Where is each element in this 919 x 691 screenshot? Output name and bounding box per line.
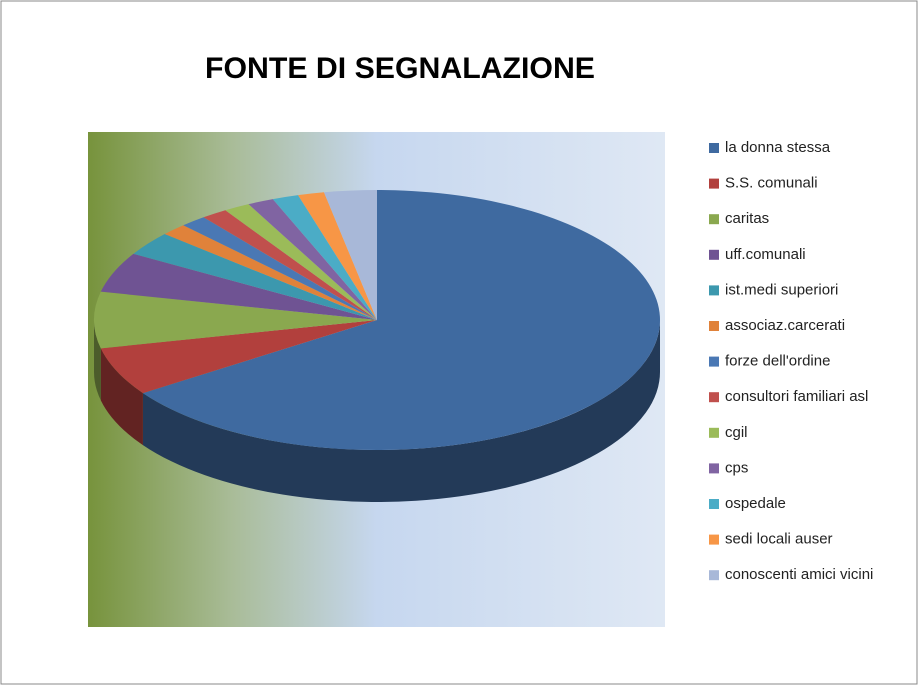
pie-slice-side	[94, 320, 101, 401]
pie-slice	[225, 204, 377, 320]
pie-slice	[183, 217, 377, 320]
legend-swatch	[709, 285, 719, 296]
pie	[94, 190, 660, 502]
legend-swatch	[709, 249, 719, 260]
legend-label: caritas	[725, 210, 769, 227]
pie-slice	[248, 199, 377, 320]
pie-slice-side	[142, 320, 660, 502]
legend-swatch	[709, 214, 719, 225]
legend-label: cgil	[725, 424, 748, 441]
legend-swatch	[709, 143, 719, 153]
legend-swatch	[709, 463, 719, 474]
pie-slice	[142, 190, 660, 450]
legend-label: forze dell'ordine	[725, 353, 830, 370]
pie-slice	[272, 195, 377, 320]
pie-slice	[164, 225, 377, 320]
pie-slice	[323, 190, 377, 320]
legend-label: conoscenti amici vicini	[725, 566, 873, 583]
pie-slice	[100, 253, 378, 320]
legend-swatch	[709, 534, 719, 545]
legend-swatch	[709, 499, 719, 509]
legend-label: S.S. comunali	[725, 175, 818, 192]
legend-label: ist.medi superiori	[725, 281, 838, 298]
legend-swatch	[709, 356, 719, 367]
pie-slice	[94, 291, 378, 349]
legend: la donna stessa S.S. comunali caritas uff.c…	[709, 139, 873, 583]
legend-swatch	[709, 570, 719, 581]
legend-swatch	[709, 392, 719, 403]
pie-slice-side	[100, 348, 143, 446]
pie-slice	[203, 210, 377, 320]
legend-swatch	[709, 321, 719, 331]
pie-slice	[298, 192, 377, 320]
legend-swatch	[709, 178, 719, 189]
pie-slice	[100, 320, 378, 394]
legend-label: ospedale	[725, 495, 786, 512]
legend-label: cps	[725, 459, 748, 476]
legend-label: consultori familiari asl	[725, 388, 868, 405]
pie-slice	[133, 234, 377, 320]
legend-label: uff.comunali	[725, 246, 806, 263]
chart-title: FONTE DI SEGNALAZIONE	[205, 52, 595, 85]
legend-label: la donna stessa	[725, 139, 831, 156]
legend-label: associaz.carcerati	[725, 317, 845, 334]
legend-label: sedi locali auser	[725, 531, 833, 548]
legend-swatch	[709, 427, 719, 438]
